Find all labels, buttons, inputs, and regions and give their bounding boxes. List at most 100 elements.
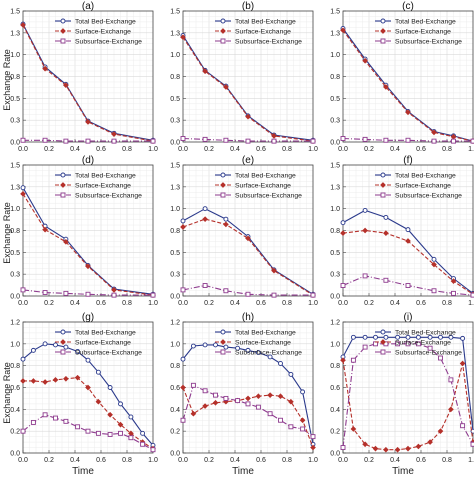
- data-point: [362, 441, 368, 448]
- x-tick-label: 1.0: [468, 457, 474, 464]
- data-point: [223, 84, 229, 90]
- x-tick-label: 0.4: [230, 300, 240, 307]
- data-point: [63, 239, 69, 245]
- y-tick-label: 0.0: [170, 140, 180, 147]
- legend-marker: [380, 182, 386, 188]
- y-tick-label: 0.6: [330, 385, 340, 392]
- data-point: [431, 138, 437, 144]
- data-point: [405, 109, 411, 116]
- x-tick-label: 0.2: [364, 457, 374, 464]
- x-tick-label: 0.0: [18, 300, 28, 307]
- data-point: [42, 65, 48, 72]
- data-point: [85, 138, 91, 144]
- data-point: [267, 354, 273, 360]
- data-point: [415, 341, 421, 347]
- data-point: [427, 439, 433, 445]
- legend-label: Subsurface-Exchange: [75, 39, 142, 46]
- y-tick-label: 1.0: [10, 206, 20, 213]
- x-tick-label: 0.6: [256, 457, 266, 464]
- chart-panel: 0.0 0.2 0.4 0.6 0.8 1.0 0.0 0.2 0.4 0.6 0.8 1.0 1.2 (…: [170, 312, 318, 464]
- data-point: [431, 261, 437, 268]
- data-point: [180, 356, 186, 362]
- y-tick-label: 0.8: [330, 74, 340, 81]
- data-point: [255, 350, 261, 356]
- chart-panel: 0.0 0.2 0.4 0.6 0.8 1.0 0.0 0.2 0.4 0.6 0.8 1.0 1.2 (…: [330, 312, 474, 464]
- x-tick-label: 0.8: [282, 146, 292, 153]
- data-point: [383, 84, 389, 90]
- y-tick-label: 1.5: [330, 9, 340, 16]
- y-tick-label: 0.5: [10, 250, 20, 257]
- data-point: [438, 334, 443, 340]
- legend-marker: [380, 329, 386, 335]
- data-point: [267, 411, 273, 417]
- data-point: [180, 384, 186, 391]
- data-point: [362, 273, 368, 279]
- data-point: [288, 424, 294, 430]
- x-tick-label: 0.4: [230, 146, 240, 153]
- data-point: [448, 406, 454, 413]
- data-point: [111, 131, 117, 137]
- data-point: [202, 342, 208, 348]
- x-tick-label: 0.0: [178, 457, 188, 464]
- x-tick-label: 0.0: [18, 457, 28, 464]
- data-point: [350, 334, 356, 340]
- data-point: [362, 136, 368, 142]
- data-point: [340, 220, 346, 226]
- x-tick-label: 0.4: [230, 457, 240, 464]
- data-point: [277, 393, 284, 400]
- data-point: [30, 378, 37, 384]
- y-tick-label: 0.3: [330, 272, 340, 279]
- data-point: [245, 235, 251, 242]
- data-point: [405, 137, 411, 143]
- x-tick-label: 0.6: [256, 146, 266, 153]
- legend-label: Surface-Exchange: [75, 183, 131, 190]
- legend-marker: [220, 28, 226, 34]
- y-tick-label: 0.6: [10, 385, 20, 392]
- data-point: [107, 411, 113, 418]
- x-tick-label: 0.0: [338, 146, 348, 153]
- data-point: [383, 230, 389, 236]
- x-tick-label: 1.0: [148, 146, 158, 153]
- data-point: [245, 347, 251, 353]
- x-tick-label: 0.4: [390, 146, 400, 153]
- x-tick-label: 0.4: [390, 300, 400, 307]
- y-tick-label: 0.4: [170, 407, 180, 414]
- x-tick-label: 1.0: [148, 457, 158, 464]
- y-tick-label: 0.2: [330, 429, 340, 436]
- x-tick-label: 0.8: [282, 300, 292, 307]
- data-point: [362, 57, 368, 64]
- data-point: [448, 334, 454, 340]
- data-point: [459, 360, 466, 367]
- x-tick-label: 0.6: [416, 146, 426, 153]
- x-tick-label: 0.6: [256, 300, 266, 307]
- data-point: [350, 357, 356, 363]
- y-tick-label: 0.3: [170, 272, 180, 279]
- data-point: [63, 418, 69, 424]
- data-point: [271, 138, 277, 144]
- y-tick-label: 1.0: [330, 52, 340, 59]
- y-tick-label: 0.0: [170, 294, 180, 301]
- data-point: [212, 399, 219, 406]
- chart-panel: 0.0 0.2 0.4 0.6 0.8 1.0 0.0 0.3 0.5 0.8 1.0 1.3 1.5 (…: [10, 155, 158, 307]
- data-point: [383, 334, 389, 340]
- data-point: [111, 138, 117, 144]
- x-tick-label: 1.0: [308, 146, 318, 153]
- legend-marker: [220, 182, 226, 188]
- y-tick-label: 0.0: [10, 294, 20, 301]
- data-point: [118, 430, 123, 436]
- data-point: [310, 434, 316, 440]
- data-point: [223, 288, 229, 294]
- data-point: [362, 227, 368, 234]
- data-point: [85, 357, 91, 363]
- legend-marker: [380, 339, 386, 345]
- y-tick-label: 0.8: [10, 228, 20, 235]
- legend-label: Subsurface-Exchange: [235, 350, 302, 357]
- legend-marker: [60, 192, 66, 198]
- chart-panel: 0.0 0.2 0.4 0.6 0.8 1.0 0.0 0.2 0.4 0.6 0.8 1.0 1.2 (…: [10, 312, 158, 464]
- data-point: [150, 292, 156, 298]
- data-point: [350, 426, 357, 432]
- data-point: [451, 138, 456, 144]
- series-line: [182, 218, 314, 296]
- panel-label: (g): [82, 312, 94, 323]
